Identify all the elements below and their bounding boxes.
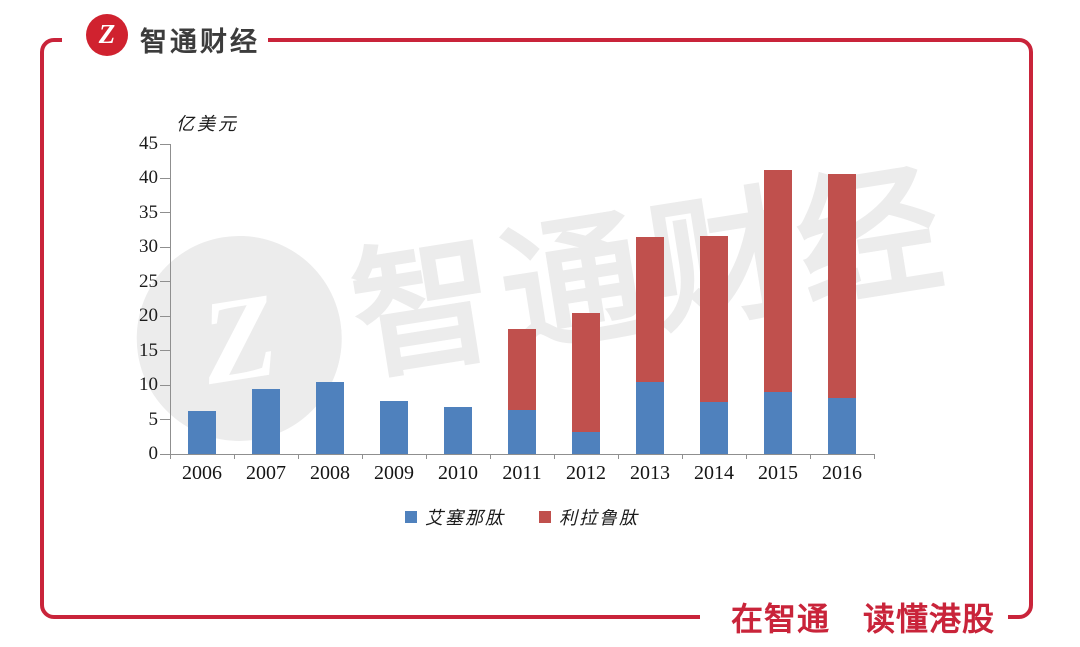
x-axis-label: 2010 <box>438 462 478 484</box>
brand-name: 智通财经 <box>140 27 260 57</box>
legend-swatch-icon <box>539 511 551 523</box>
x-tick <box>554 454 555 459</box>
bar-segment-艾塞那肽-2010 <box>444 407 472 454</box>
x-tick <box>234 454 235 459</box>
x-tick <box>682 454 683 459</box>
logo-z-icon: Z <box>98 18 116 49</box>
legend-label: 艾塞那肽 <box>425 508 505 528</box>
x-axis-label: 2008 <box>310 462 350 484</box>
x-axis-label: 2006 <box>182 462 222 484</box>
y-tick-label: 10 <box>139 374 158 396</box>
bar-segment-艾塞那肽-2015 <box>764 392 792 454</box>
bar-segment-艾塞那肽-2007 <box>252 388 280 454</box>
y-tick-label: 45 <box>139 133 158 154</box>
chart-legend: 艾塞那肽 利拉鲁肽 <box>170 504 874 530</box>
x-tick <box>298 454 299 459</box>
x-tick <box>490 454 491 459</box>
y-tick-label: 20 <box>139 305 158 327</box>
y-tick-label: 5 <box>148 408 159 430</box>
y-axis-unit-label: 亿美元 <box>176 114 239 134</box>
bar-segment-艾塞那肽-2014 <box>700 402 728 454</box>
x-tick <box>810 454 811 459</box>
y-tick <box>160 281 170 283</box>
x-axis-label: 2012 <box>566 462 606 484</box>
y-tick-label: 15 <box>139 339 158 361</box>
bar-segment-利拉鲁肽-2011 <box>508 329 536 410</box>
x-axis-label: 2015 <box>758 462 798 484</box>
x-tick <box>170 454 171 459</box>
x-axis-label: 2016 <box>822 462 862 484</box>
frame-border <box>40 38 1033 619</box>
y-tick-label: 40 <box>139 167 158 189</box>
y-tick <box>160 177 170 179</box>
legend-label: 利拉鲁肽 <box>559 508 639 528</box>
x-tick <box>874 454 875 459</box>
bar-segment-利拉鲁肽-2015 <box>764 170 792 392</box>
y-tick-label: 30 <box>139 236 158 258</box>
x-axis-label: 2011 <box>502 462 542 484</box>
bar-segment-艾塞那肽-2011 <box>508 409 536 454</box>
y-tick-label: 25 <box>139 270 158 292</box>
legend-item-利拉鲁肽: 利拉鲁肽 <box>539 504 639 530</box>
bar-segment-利拉鲁肽-2016 <box>828 174 856 399</box>
y-tick <box>160 246 170 248</box>
footer-slogan: 在智通 读懂港股 <box>731 601 996 637</box>
legend-swatch-icon <box>405 511 417 523</box>
bar-segment-艾塞那肽-2006 <box>188 410 216 454</box>
frame-gap-bottom <box>700 608 1008 630</box>
bar-segment-艾塞那肽-2009 <box>380 400 408 454</box>
bar-segment-艾塞那肽-2008 <box>316 381 344 454</box>
y-tick <box>160 143 170 145</box>
x-axis-label: 2007 <box>246 462 286 484</box>
bar-segment-艾塞那肽-2013 <box>636 381 664 454</box>
bar-segment-利拉鲁肽-2013 <box>636 237 664 382</box>
y-tick <box>160 453 170 455</box>
x-axis-label: 2014 <box>694 462 734 484</box>
x-tick <box>618 454 619 459</box>
y-tick <box>160 350 170 352</box>
bar-segment-利拉鲁肽-2014 <box>700 235 728 403</box>
x-axis-label: 2013 <box>630 462 670 484</box>
brand-logo: Z <box>86 14 128 56</box>
x-tick <box>746 454 747 459</box>
y-tick <box>160 419 170 421</box>
y-tick <box>160 315 170 317</box>
bar-segment-艾塞那肽-2012 <box>572 431 600 454</box>
y-axis-line <box>170 144 171 454</box>
bar-segment-艾塞那肽-2016 <box>828 398 856 454</box>
y-tick <box>160 212 170 214</box>
legend-item-艾塞那肽: 艾塞那肽 <box>405 504 505 530</box>
bar-segment-利拉鲁肽-2012 <box>572 312 600 432</box>
y-tick <box>160 384 170 386</box>
x-tick <box>362 454 363 459</box>
x-tick <box>426 454 427 459</box>
x-axis-label: 2009 <box>374 462 414 484</box>
x-axis-line <box>170 454 875 455</box>
y-tick-label: 35 <box>139 201 158 223</box>
y-tick-label: 0 <box>148 443 159 464</box>
